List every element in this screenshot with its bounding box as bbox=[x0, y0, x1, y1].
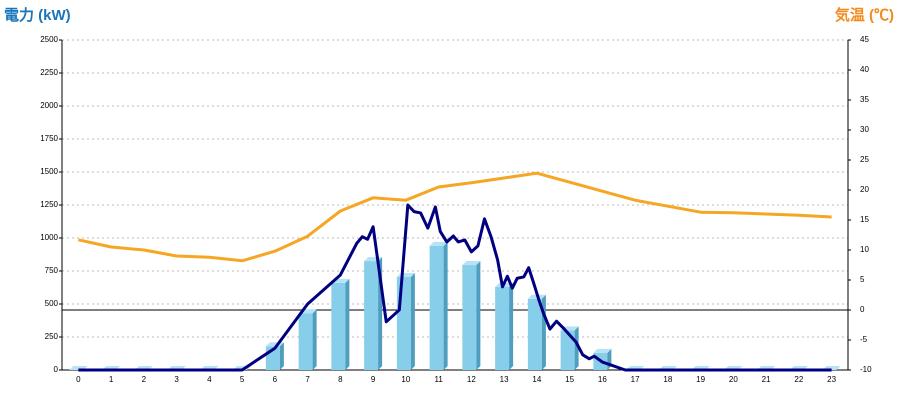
x-tick-label: 1 bbox=[109, 375, 114, 384]
y2-tick-label: 30 bbox=[860, 125, 869, 134]
bar-top bbox=[462, 261, 481, 266]
bar-side bbox=[312, 309, 317, 370]
x-tick-label: 0 bbox=[76, 375, 81, 384]
y2-tick-label: 0 bbox=[860, 305, 865, 314]
x-tick-label: 19 bbox=[696, 375, 705, 384]
x-tick-label: 9 bbox=[371, 375, 376, 384]
y2-tick-label: 20 bbox=[860, 185, 869, 194]
y-tick-label: 1000 bbox=[40, 233, 58, 242]
x-tick-label: 7 bbox=[305, 375, 310, 384]
y2-tick-label: 10 bbox=[860, 245, 869, 254]
bar-side bbox=[574, 326, 579, 370]
bar bbox=[298, 313, 313, 370]
x-tick-label: 18 bbox=[663, 375, 672, 384]
x-tick-label: 17 bbox=[631, 375, 640, 384]
bar-side bbox=[443, 241, 448, 370]
y-tick-label: 0 bbox=[54, 365, 59, 374]
x-tick-label: 5 bbox=[240, 375, 245, 384]
x-tick-label: 21 bbox=[762, 375, 771, 384]
y2-tick-label: 35 bbox=[860, 95, 869, 104]
bar bbox=[527, 298, 542, 370]
y-axis-title: 電力 (kW) bbox=[4, 6, 71, 24]
bar-top bbox=[593, 348, 612, 353]
bar-top bbox=[429, 241, 448, 246]
x-tick-label: 13 bbox=[500, 375, 509, 384]
bar-side bbox=[345, 278, 350, 370]
bar-side bbox=[476, 261, 481, 370]
x-tick-label: 14 bbox=[532, 375, 541, 384]
x-tick-label: 22 bbox=[794, 375, 803, 384]
x-tick-label: 8 bbox=[338, 375, 343, 384]
line bbox=[78, 203, 832, 372]
x-tick-label: 23 bbox=[827, 375, 836, 384]
x-tick-label: 15 bbox=[565, 375, 574, 384]
y-tick-label: 250 bbox=[45, 332, 59, 341]
y2-tick-label: 45 bbox=[860, 35, 869, 44]
bar-side bbox=[279, 342, 284, 370]
y-tick-label: 1250 bbox=[40, 200, 58, 209]
bar bbox=[396, 276, 411, 370]
bar-side bbox=[509, 282, 514, 370]
x-tick-label: 3 bbox=[174, 375, 179, 384]
y-tick-label: 2250 bbox=[40, 68, 58, 77]
y2-tick-label: -5 bbox=[860, 335, 868, 344]
x-tick-label: 6 bbox=[273, 375, 278, 384]
x-tick-label: 12 bbox=[467, 375, 476, 384]
bar bbox=[331, 282, 346, 370]
bar bbox=[364, 261, 379, 370]
y-tick-label: 500 bbox=[45, 299, 59, 308]
y-tick-label: 750 bbox=[45, 266, 59, 275]
x-tick-label: 2 bbox=[142, 375, 147, 384]
y2-tick-label: 5 bbox=[860, 275, 865, 284]
line bbox=[78, 171, 832, 263]
y2-axis-title: 気温 (℃) bbox=[835, 6, 894, 24]
y-tick-label: 2500 bbox=[40, 35, 58, 44]
x-tick-label: 16 bbox=[598, 375, 607, 384]
y2-tick-label: 25 bbox=[860, 155, 869, 164]
bar bbox=[495, 286, 510, 370]
x-tick-label: 11 bbox=[434, 375, 443, 384]
y-tick-label: 1500 bbox=[40, 167, 58, 176]
y2-tick-label: -10 bbox=[860, 365, 872, 374]
x-tick-label: 4 bbox=[207, 375, 212, 384]
bar bbox=[462, 265, 477, 370]
bar bbox=[429, 245, 444, 370]
y-tick-label: 2000 bbox=[40, 101, 58, 110]
y-tick-label: 1750 bbox=[40, 134, 58, 143]
x-tick-label: 20 bbox=[729, 375, 738, 384]
y2-tick-label: 40 bbox=[860, 65, 869, 74]
y2-tick-label: 15 bbox=[860, 215, 869, 224]
x-tick-label: 10 bbox=[401, 375, 410, 384]
bar-side bbox=[410, 272, 415, 370]
bar bbox=[560, 330, 575, 370]
